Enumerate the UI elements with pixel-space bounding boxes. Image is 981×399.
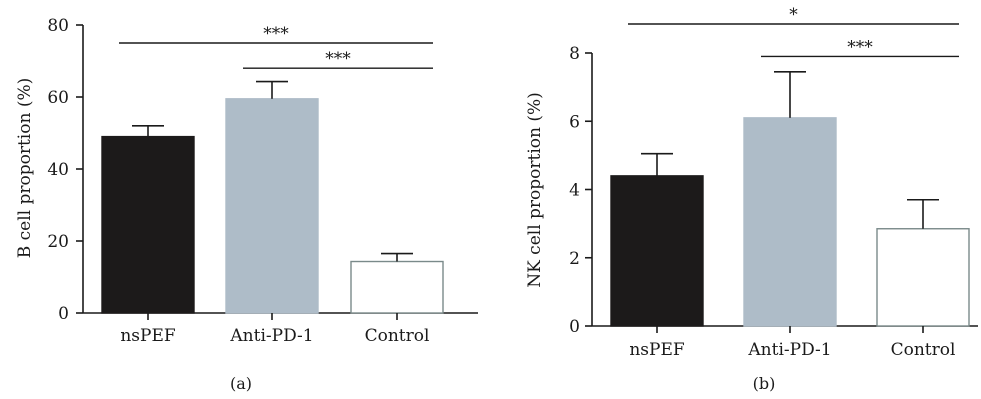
x-tick-label: Control — [365, 326, 430, 346]
y-tick-label: 60 — [47, 88, 69, 108]
chart-panel-a: B cell proportion (%) (a) 0 20 40 60 80 nsPEF… — [15, 16, 478, 393]
bar — [101, 135, 195, 314]
panel-label: (b) — [753, 374, 776, 393]
y-tick-label: 6 — [569, 112, 580, 132]
x-tick-label: Anti-PD-1 — [229, 326, 313, 346]
y-tick-label: 20 — [47, 232, 69, 252]
significance-label: *** — [847, 37, 873, 57]
bar — [225, 98, 319, 314]
x-tick-label: Control — [891, 340, 956, 360]
y-tick-label: 2 — [569, 249, 580, 269]
significance-label: *** — [263, 24, 289, 44]
significance-label: * — [789, 5, 798, 25]
y-tick-label: 8 — [569, 44, 580, 64]
y-tick-label: 0 — [58, 304, 69, 324]
bar — [743, 117, 837, 327]
y-axis-title: B cell proportion (%) — [15, 78, 35, 259]
chart-panel-b: NK cell proportion (%) (b) 0 2 4 6 8 nsPEF Ant… — [525, 5, 978, 393]
significance-label: *** — [325, 49, 351, 69]
y-tick-label: 40 — [47, 160, 69, 180]
bar — [350, 260, 444, 314]
y-tick-label: 4 — [569, 181, 580, 201]
y-tick-label: 0 — [569, 317, 580, 337]
x-tick-label: nsPEF — [120, 326, 176, 346]
panel-label: (a) — [230, 374, 252, 393]
bar — [876, 228, 970, 327]
y-tick-label: 80 — [47, 16, 69, 36]
y-axis-title: NK cell proportion (%) — [525, 92, 545, 288]
x-tick-label: Anti-PD-1 — [747, 340, 831, 360]
x-tick-label: nsPEF — [629, 340, 685, 360]
bar — [610, 175, 704, 327]
